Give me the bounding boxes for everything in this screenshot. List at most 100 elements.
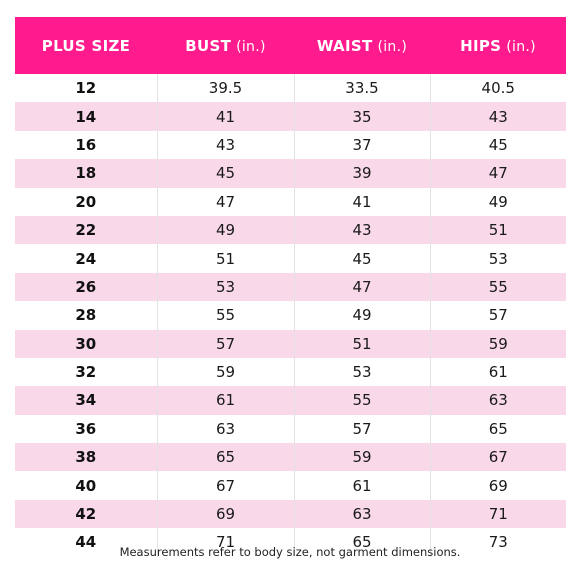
hips-cell: 51 [488, 221, 508, 240]
bust-cell: 57 [157, 329, 295, 358]
waist-cell: 61 [294, 471, 431, 500]
size-cell: 28 [15, 301, 158, 330]
bust-cell: 43 [157, 130, 295, 160]
size-cell: 14 [15, 102, 158, 131]
table-row: 44 71 65 73 [15, 528, 566, 557]
bust-cell: 67 [157, 471, 295, 500]
table-row: 22 49 43 51 [15, 215, 566, 245]
size-cell: 44 [15, 528, 158, 557]
hips-cell: 47 [488, 164, 508, 183]
waist-cell: 65 [294, 528, 431, 557]
header-label: HIPS [460, 36, 502, 55]
header-bust: BUST (in.) [157, 17, 294, 74]
table-row: 14 41 35 43 [15, 102, 566, 131]
hips-cell: 49 [488, 192, 508, 211]
table-row: 34 61 55 63 [15, 386, 566, 415]
size-cell: 32 [15, 357, 158, 387]
waist-cell: 53 [294, 357, 431, 387]
hips-cell: 67 [488, 448, 508, 467]
header-label: WAIST [316, 36, 373, 55]
header-unit: (in.) [377, 38, 408, 55]
waist-cell: 33.5 [294, 74, 431, 103]
hips-cell: 63 [488, 391, 508, 410]
table-row: 40 67 61 69 [15, 471, 566, 500]
waist-cell: 59 [294, 443, 431, 472]
waist-cell: 45 [294, 244, 431, 273]
size-cell: 30 [15, 329, 158, 358]
waist-cell: 41 [294, 187, 431, 216]
header-unit: (in.) [236, 38, 266, 55]
hips-cell: 69 [488, 476, 508, 495]
size-chart: PLUS SIZE BUST (in.) WAIST (in.) HIPS (in.)… [15, 17, 566, 557]
hips-cell: 71 [488, 505, 508, 524]
header-waist: WAIST (in.) [294, 17, 430, 74]
hips-cell: 55 [488, 277, 508, 296]
table-row: 20 47 41 49 [15, 187, 566, 216]
footnote: Measurements refer to body size, not gar… [119, 545, 461, 559]
header-label: BUST [185, 36, 232, 55]
table-row: 42 69 63 71 [15, 499, 566, 529]
bust-cell: 63 [157, 414, 295, 444]
waist-cell: 47 [294, 272, 431, 302]
bust-cell: 55 [157, 301, 295, 330]
waist-cell: 35 [294, 102, 431, 131]
hips-cell: 59 [488, 334, 508, 353]
table-row: 16 43 37 45 [15, 130, 566, 160]
bust-cell: 59 [157, 357, 295, 387]
waist-cell: 39 [294, 159, 431, 188]
waist-cell: 43 [294, 215, 431, 245]
size-cell: 20 [15, 187, 158, 216]
hips-cell: 40.5 [481, 79, 515, 98]
hips-cell: 43 [488, 107, 508, 126]
bust-cell: 61 [157, 386, 295, 415]
hips-cell: 73 [488, 533, 508, 552]
waist-cell: 57 [294, 414, 431, 444]
size-cell: 36 [15, 414, 158, 444]
size-cell: 24 [15, 244, 158, 273]
hips-cell: 61 [488, 363, 508, 382]
table-row: 32 59 53 61 [15, 357, 566, 387]
table-row: 18 45 39 47 [15, 159, 566, 188]
waist-cell: 51 [294, 329, 431, 358]
table-row: 12 39.5 33.5 40.5 [15, 74, 566, 103]
size-cell: 26 [15, 272, 158, 302]
table-row: 36 63 57 65 [15, 414, 566, 444]
waist-cell: 37 [294, 130, 431, 160]
size-cell: 34 [15, 386, 158, 415]
size-cell: 22 [15, 215, 158, 245]
size-cell: 12 [15, 74, 158, 103]
waist-cell: 49 [294, 301, 431, 330]
size-cell: 16 [15, 130, 158, 160]
bust-cell: 51 [157, 244, 295, 273]
table-row: 30 57 51 59 [15, 329, 566, 358]
bust-cell: 69 [157, 499, 295, 529]
bust-cell: 47 [157, 187, 295, 216]
bust-cell: 71 [157, 528, 295, 557]
waist-cell: 63 [294, 499, 431, 529]
header-label: PLUS SIZE [41, 36, 131, 55]
waist-cell: 55 [294, 386, 431, 415]
table-row: 38 65 59 67 [15, 443, 566, 472]
header-plus-size: PLUS SIZE [15, 17, 157, 74]
hips-cell: 65 [488, 419, 508, 438]
table-row: 26 53 47 55 [15, 272, 566, 302]
size-cell: 38 [15, 443, 158, 472]
size-cell: 42 [15, 499, 158, 529]
hips-cell: 57 [488, 306, 508, 325]
header-hips: HIPS (in.) [430, 17, 566, 74]
bust-cell: 49 [157, 215, 295, 245]
size-cell: 40 [15, 471, 158, 500]
table-row: 24 51 45 53 [15, 244, 566, 273]
hips-cell: 53 [488, 249, 508, 268]
bust-cell: 39.5 [157, 74, 295, 103]
bust-cell: 41 [157, 102, 295, 131]
bust-cell: 65 [157, 443, 295, 472]
header-unit: (in.) [506, 38, 536, 55]
header-row: PLUS SIZE BUST (in.) WAIST (in.) HIPS (in.) [15, 17, 566, 74]
table-row: 28 55 49 57 [15, 301, 566, 330]
bust-cell: 45 [157, 159, 295, 188]
hips-cell: 45 [488, 135, 508, 154]
size-cell: 18 [15, 159, 158, 188]
bust-cell: 53 [157, 272, 295, 302]
size-table: PLUS SIZE BUST (in.) WAIST (in.) HIPS (in.)… [15, 17, 566, 557]
